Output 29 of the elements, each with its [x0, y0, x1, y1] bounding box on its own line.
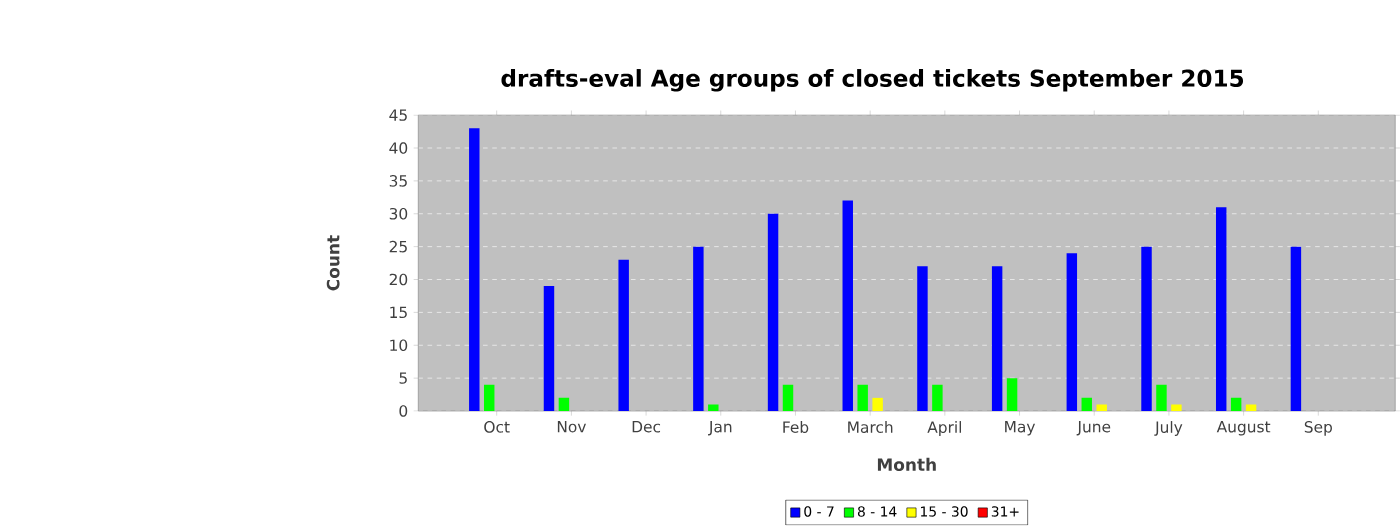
- x-axis-title: Month: [877, 458, 936, 472]
- bar: [1171, 404, 1182, 412]
- bar: [782, 385, 794, 412]
- bar: [932, 385, 943, 412]
- bar: [558, 398, 570, 412]
- bar: [708, 404, 719, 412]
- bar: [1290, 246, 1302, 412]
- y-axis-title: Count: [326, 235, 340, 291]
- bar: [1081, 398, 1092, 412]
- bar: [991, 266, 1003, 412]
- bar: [469, 128, 480, 412]
- bar: [618, 260, 629, 412]
- bar: [543, 286, 555, 412]
- bar: [1245, 404, 1257, 412]
- bar: [1006, 378, 1018, 412]
- bar: [693, 246, 704, 412]
- bar: [1230, 398, 1242, 412]
- bar: [767, 214, 779, 412]
- bar: [842, 200, 853, 412]
- chart-title: drafts-eval Age groups of closed tickets September 2015: [501, 69, 1244, 92]
- bar: [1066, 253, 1078, 412]
- bar: [872, 398, 883, 412]
- bar: [917, 266, 928, 412]
- bar: [484, 385, 495, 412]
- bar: [857, 385, 868, 412]
- bar: [1156, 385, 1167, 412]
- bar: [1141, 246, 1152, 412]
- bar: [1096, 404, 1107, 412]
- bar: [1215, 207, 1227, 412]
